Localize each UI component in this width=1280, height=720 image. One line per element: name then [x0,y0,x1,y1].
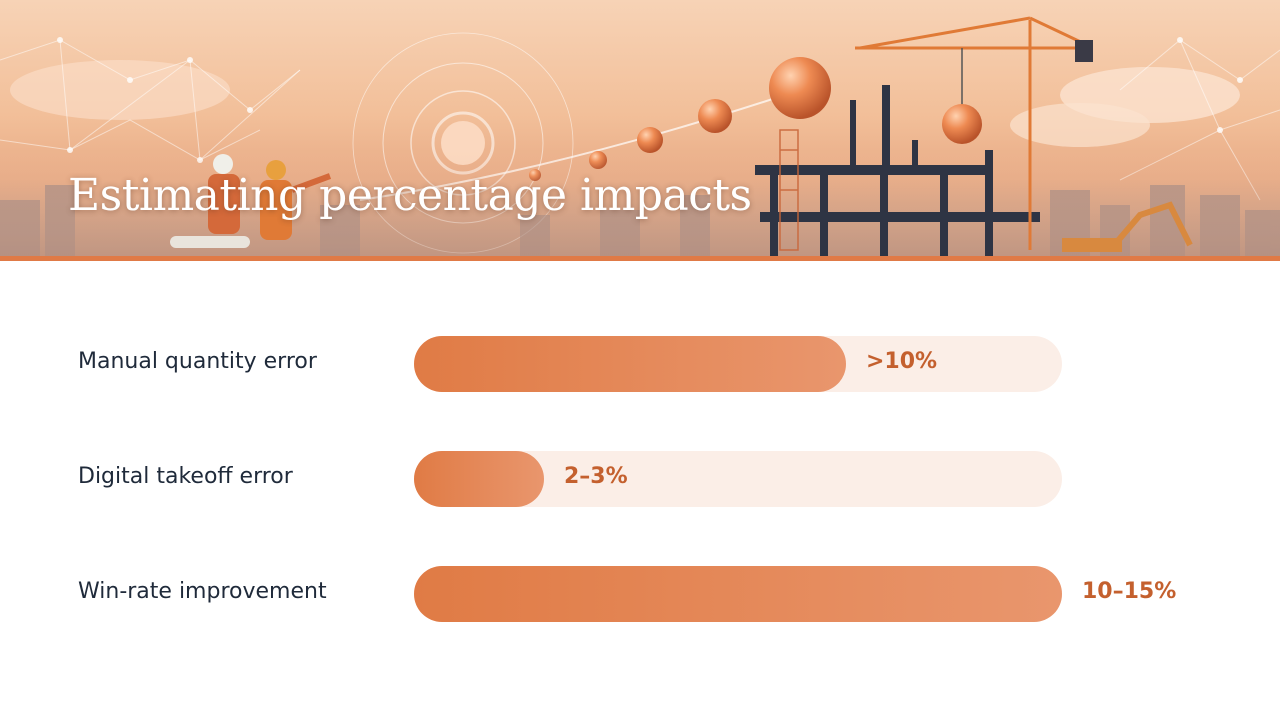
banner-divider [0,256,1280,261]
category-label: Win-rate improvement [78,579,327,604]
bar [414,451,544,507]
value-label: 10–15% [1082,579,1177,604]
category-label: Manual quantity error [78,349,317,374]
bar-row: Manual quantity error >10% [0,336,1280,392]
construction-site-illustration [0,16,1280,256]
bar-chart: Manual quantity error >10% Digital takeoff… [0,300,1280,680]
category-label: Digital takeoff error [78,464,293,489]
bar-row: Digital takeoff error 2–3% [0,451,1280,507]
value-label: 2–3% [564,464,628,489]
page-title: Estimating percentage impacts [68,170,752,221]
bar [414,336,846,392]
bar [414,566,1062,622]
value-label: >10% [866,349,938,374]
header-banner: Estimating percentage impacts [0,0,1280,256]
bar-row: Win-rate improvement 10–15% [0,566,1280,622]
